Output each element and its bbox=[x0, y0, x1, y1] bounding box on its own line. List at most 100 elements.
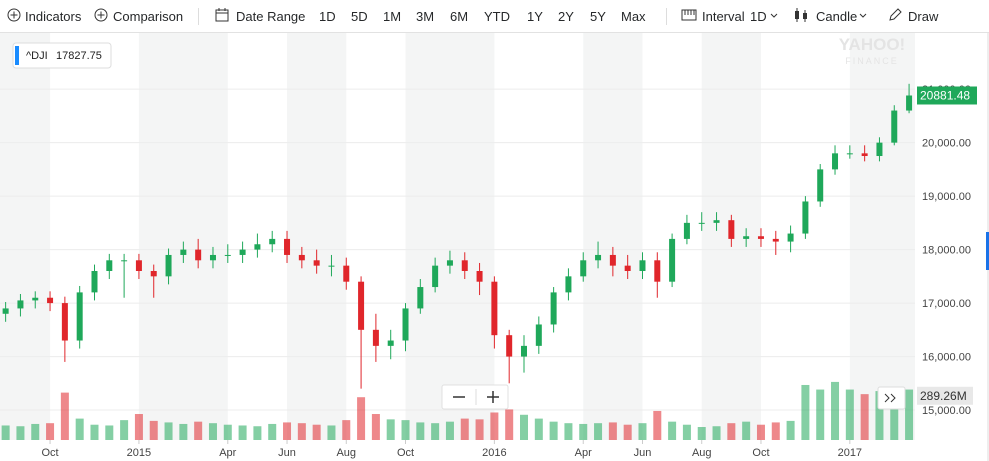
y-tick-label: 18,000.00 bbox=[922, 245, 971, 257]
candle-body bbox=[520, 345, 527, 357]
period-band bbox=[405, 33, 495, 440]
volume-bar bbox=[905, 389, 914, 440]
x-tick-label: Jun bbox=[278, 447, 296, 459]
x-tick-label: 2016 bbox=[482, 447, 506, 459]
candle-body bbox=[491, 281, 498, 336]
candle-body bbox=[906, 95, 913, 111]
candle-body bbox=[121, 260, 128, 262]
volume-bar bbox=[1, 425, 10, 440]
volume-bar bbox=[564, 423, 573, 440]
candle-body bbox=[506, 335, 513, 357]
x-tick-label: 2015 bbox=[127, 447, 151, 459]
candle-body bbox=[743, 236, 750, 239]
interval-icon bbox=[681, 9, 697, 21]
chart-style-button[interactable]: Candle bbox=[816, 9, 858, 24]
candle-body bbox=[2, 308, 9, 314]
range-button[interactable]: 1M bbox=[383, 9, 402, 24]
volume-bar bbox=[890, 388, 899, 440]
volume-bar bbox=[771, 422, 780, 440]
volume-bar bbox=[31, 423, 40, 440]
volume-bar bbox=[475, 419, 484, 440]
range-button[interactable]: 5D bbox=[351, 9, 368, 24]
zoom-in[interactable] bbox=[487, 391, 499, 403]
volume-bar bbox=[164, 422, 173, 440]
legend-swatch bbox=[15, 46, 19, 65]
range-button[interactable]: YTD bbox=[484, 9, 510, 24]
range-button[interactable]: 5Y bbox=[590, 9, 606, 24]
separator bbox=[666, 8, 667, 25]
plus-icon bbox=[7, 8, 21, 22]
candle-icon bbox=[795, 8, 807, 22]
candle-body bbox=[772, 238, 779, 242]
candle-body bbox=[298, 254, 305, 261]
candle-body bbox=[372, 329, 379, 346]
candle-body bbox=[832, 153, 839, 170]
candle-body bbox=[609, 254, 616, 266]
volume-bar bbox=[816, 389, 825, 440]
scroll-button[interactable] bbox=[877, 386, 906, 410]
candle-body bbox=[876, 142, 883, 157]
toolbar: Indicators Comparison Date Range 1D 5D 1… bbox=[0, 0, 989, 33]
candle-body bbox=[446, 260, 453, 266]
volume-bar bbox=[105, 425, 114, 440]
volume-bar bbox=[120, 420, 129, 440]
candle-body bbox=[224, 254, 231, 256]
y-tick-label: 16,000.00 bbox=[922, 352, 971, 364]
candle-body bbox=[76, 292, 83, 341]
period-band bbox=[287, 33, 347, 440]
candle-body bbox=[861, 153, 868, 157]
legend-name: ^DJI bbox=[26, 50, 48, 62]
candle-body bbox=[550, 292, 557, 325]
volume-bar bbox=[208, 423, 217, 440]
indicators-button[interactable]: Indicators bbox=[25, 9, 82, 24]
volume-bar bbox=[668, 421, 677, 440]
candle-body bbox=[417, 287, 424, 309]
range-button[interactable]: 6M bbox=[450, 9, 469, 24]
candle-body bbox=[639, 260, 646, 271]
candle-body bbox=[669, 238, 676, 282]
candle-body bbox=[624, 265, 631, 271]
x-tick-label: Jun bbox=[634, 447, 652, 459]
candle-body bbox=[165, 254, 172, 277]
volume-bar bbox=[845, 389, 854, 440]
range-button[interactable]: 1D bbox=[319, 9, 336, 24]
volume-bar bbox=[386, 419, 395, 440]
candle-body bbox=[150, 270, 157, 277]
candle-body bbox=[269, 238, 276, 245]
range-button[interactable]: 2Y bbox=[558, 9, 574, 24]
range-button[interactable]: 3M bbox=[416, 9, 435, 24]
range-button[interactable]: 1Y bbox=[527, 9, 543, 24]
interval-button[interactable]: Interval bbox=[702, 9, 745, 24]
volume-bar bbox=[327, 425, 336, 440]
volume-bar bbox=[638, 423, 647, 440]
candle-body bbox=[728, 220, 735, 239]
comparison-button[interactable]: Comparison bbox=[113, 9, 184, 24]
scroll-handle[interactable] bbox=[986, 232, 989, 270]
candle-body bbox=[47, 297, 54, 304]
candle-body bbox=[313, 260, 320, 266]
range-button[interactable]: Max bbox=[621, 9, 646, 24]
candle-body bbox=[180, 249, 187, 255]
interval-value[interactable]: 1D bbox=[750, 9, 767, 24]
x-tick-label: Apr bbox=[575, 447, 592, 459]
candle-body bbox=[135, 260, 142, 271]
volume-bar bbox=[445, 421, 454, 440]
volume-bar bbox=[90, 424, 99, 440]
volume-bar bbox=[149, 420, 158, 440]
candle-body bbox=[535, 324, 542, 346]
candle-body bbox=[32, 297, 39, 301]
candle-body bbox=[106, 260, 113, 271]
y-tick-label: 20,000.00 bbox=[922, 138, 971, 150]
volume-bar bbox=[801, 384, 810, 440]
legend-value: 17827.75 bbox=[56, 50, 102, 62]
draw-button[interactable]: Draw bbox=[908, 9, 939, 24]
candle-body bbox=[17, 300, 24, 309]
date-range-button[interactable]: Date Range bbox=[236, 9, 306, 24]
volume-bar bbox=[875, 391, 884, 440]
candle-body bbox=[787, 233, 794, 242]
volume-bar bbox=[238, 425, 247, 440]
volume-bar bbox=[312, 424, 321, 440]
candle-body bbox=[284, 238, 291, 255]
volume-bar bbox=[223, 424, 232, 440]
